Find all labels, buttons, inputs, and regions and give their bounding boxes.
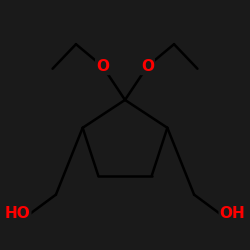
Text: HO: HO: [4, 206, 30, 221]
Text: O: O: [141, 59, 154, 74]
Text: O: O: [96, 59, 109, 74]
Text: OH: OH: [220, 206, 246, 221]
